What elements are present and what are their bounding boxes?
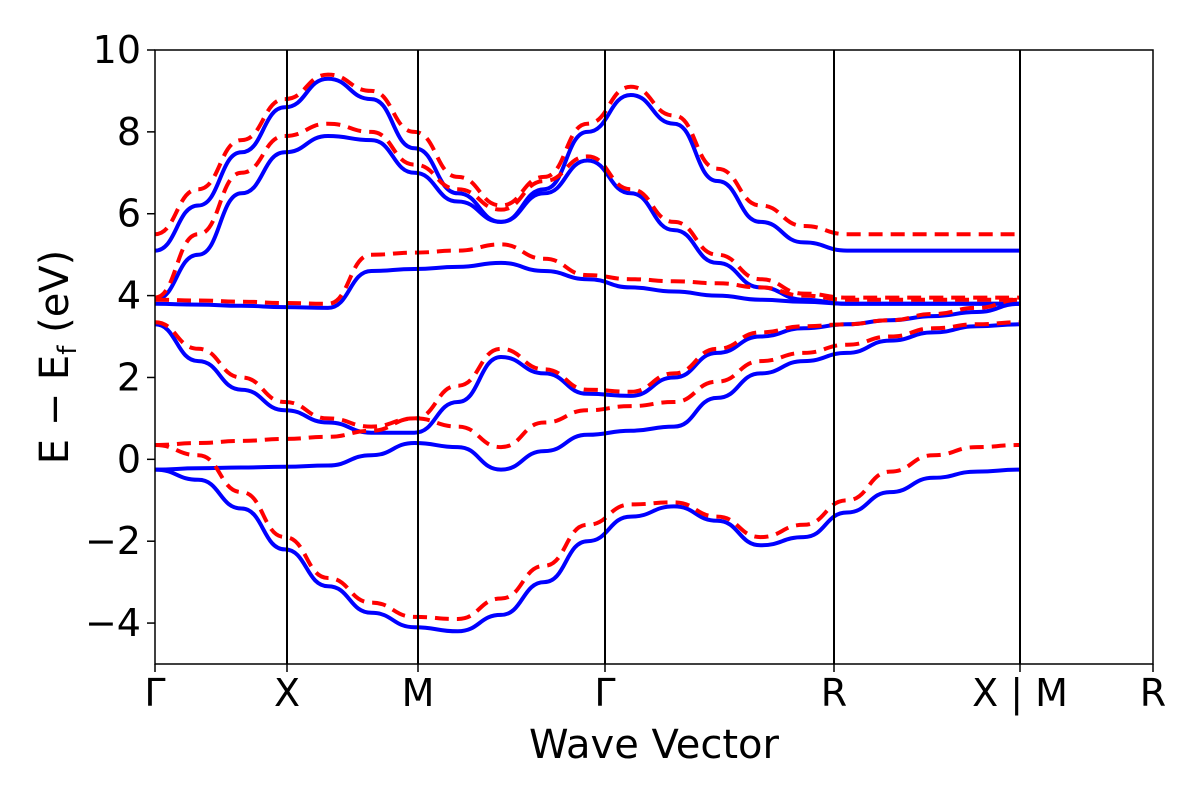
dashed-band-5 [155, 121, 1020, 300]
x-axis-ticks: Γ X M Γ R X | M R [144, 664, 1166, 716]
x-tick-label: R [821, 671, 847, 715]
solid-band-5 [155, 134, 1020, 306]
y-axis-label-main: E − E [32, 355, 78, 465]
dashed-band-2 [155, 320, 1021, 450]
y-tick-label: 4 [117, 274, 141, 318]
x-tick-label: R [1140, 671, 1166, 715]
solid-band-3 [155, 301, 1021, 435]
y-axis-label: E − Ef (eV) [32, 250, 83, 465]
dashed-band-1 [155, 443, 1021, 621]
y-tick-label: −2 [85, 519, 141, 563]
solid-band-2 [155, 322, 1021, 472]
y-tick-label: 2 [117, 355, 141, 399]
x-tick-label: M [402, 671, 435, 715]
y-tick-label: 8 [117, 110, 141, 154]
solid-band-1 [155, 467, 1021, 634]
y-tick-label: −4 [85, 601, 141, 645]
y-axis-label-sub: f [53, 345, 83, 355]
x-axis-label: Wave Vector [529, 722, 780, 768]
y-axis-ticks: −4 −2 0 2 4 6 8 10 [85, 28, 155, 645]
bands-layer [155, 72, 1021, 634]
high-symmetry-lines [286, 50, 1021, 664]
x-tick-label: X | M [972, 671, 1068, 716]
dashed-band-6 [155, 72, 1020, 237]
dashed-band-4 [155, 242, 1020, 306]
plot-frame [154, 49, 1154, 665]
x-tick-label: X [274, 671, 300, 715]
x-tick-label: Γ [144, 671, 165, 715]
x-tick-label: Γ [594, 671, 615, 715]
y-tick-label: 10 [93, 28, 141, 72]
y-axis-label-unit: (eV) [32, 250, 78, 346]
y-tick-label: 0 [117, 437, 141, 481]
solid-band-6 [155, 76, 1020, 253]
y-tick-label: 6 [117, 192, 141, 236]
